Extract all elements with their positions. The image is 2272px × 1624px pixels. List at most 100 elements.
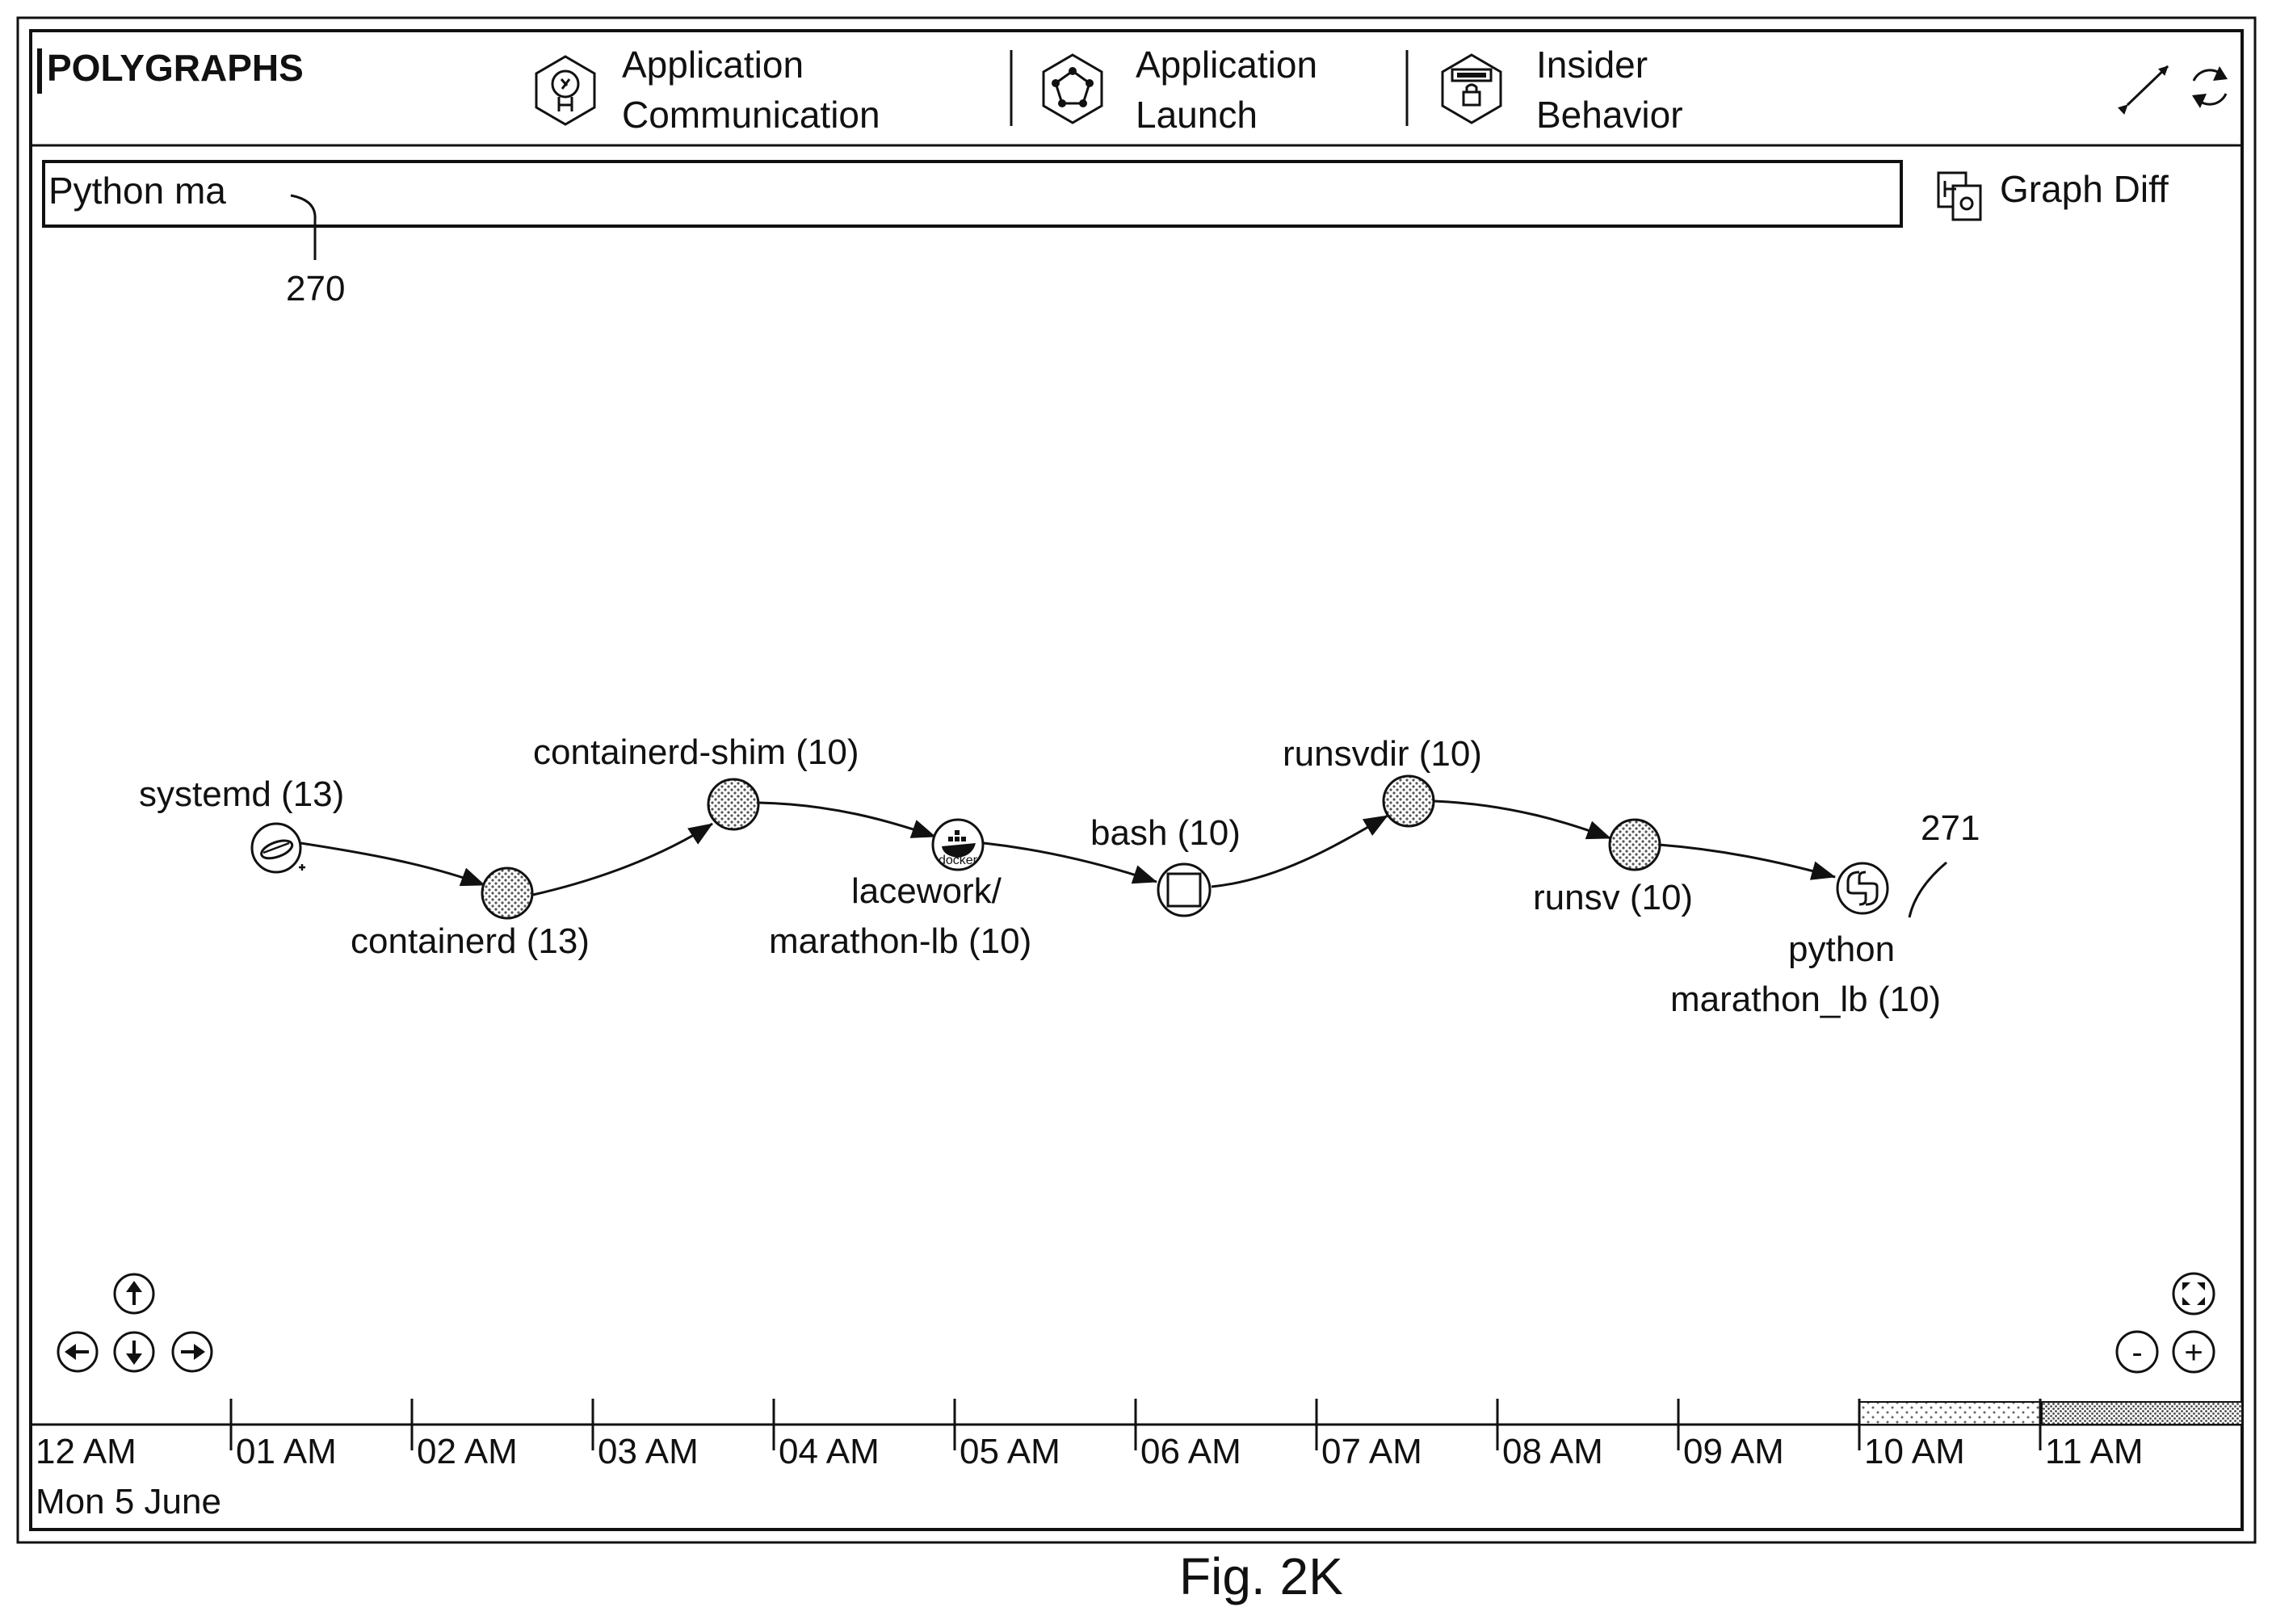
docker-icon: docker [931,818,985,871]
timeline-tick: 05 AM [953,1399,1060,1471]
tab-label-line1: Application [1136,44,1317,86]
node-containerd-shim[interactable]: containerd-shim (10) [533,732,859,831]
node-label-line2: marathon-lb (10) [769,921,1031,961]
python-icon [1836,862,1889,915]
timeline-tick-label: 02 AM [417,1432,518,1471]
ref-leader-270 [290,194,317,260]
zoom-out-glyph: - [2131,1335,2142,1370]
graph-diff-button[interactable]: Graph Diff [1937,168,2169,221]
timeline-tick: 09 AM [1677,1399,1784,1471]
refresh-icon[interactable] [2192,66,2228,108]
arrow-down-icon[interactable] [113,1331,155,1373]
timeline-tick: 07 AM [1315,1399,1422,1471]
edge-runsv-python [1658,843,1836,880]
edge-systemd-containerd [300,841,485,887]
edge-docker-bash [983,841,1157,884]
timeline-tick-label: 12 AM [36,1432,136,1471]
node-label-line2: marathon_lb (10) [1670,980,1941,1019]
process-node-circle [1382,774,1435,828]
node-runsv[interactable]: runsv (10) [1533,818,1693,917]
timeline-tick-label: 09 AM [1683,1432,1784,1471]
graph-diff-label: Graph Diff [2000,168,2169,210]
zoom-in-glyph: + [2184,1335,2203,1370]
pan-controls [57,1273,213,1373]
timeline-tick-label: 03 AM [598,1432,699,1471]
arrow-up-icon[interactable] [113,1273,155,1315]
outer-frame [16,16,2257,1544]
process-node-circle [481,867,534,920]
search-input-value: Python ma [48,170,226,212]
tab-label-line1: Insider [1536,44,1648,86]
figure-caption: Fig. 2K [1179,1547,1343,1605]
zoom-controls: - + [2115,1272,2215,1374]
timeline-tick-label: 01 AM [236,1432,337,1471]
timeline-tick: 10 AM [1858,1399,1965,1471]
timeline-tick: 06 AM [1134,1399,1241,1471]
node-label: runsvdir (10) [1283,734,1482,774]
tab-insider-behavior[interactable]: Insider Behavior [1441,44,1683,136]
ref-label-270: 270 [286,269,345,308]
docker-icon-text: docker [939,854,978,867]
timeline[interactable]: 12 AM 01 AM 02 AM 03 AM 04 AM 05 AM 06 AM 07 AM… [31,1399,2243,1521]
zoom-in-icon[interactable]: + [2172,1330,2215,1374]
node-label: systemd (13) [139,774,344,814]
edge-runsvdir-runsv [1434,799,1611,840]
arrow-left-icon[interactable] [57,1331,99,1373]
edge-containerd-containerd-shim [532,822,713,896]
timeline-tick-label: 10 AM [1864,1432,1965,1471]
timeline-tick: 08 AM [1496,1399,1603,1471]
tab-label-line2: Launch [1136,94,1258,136]
node-label-line1: lacework/ [851,871,1002,911]
window-frame [29,29,2244,1531]
arrow-right-icon[interactable] [171,1331,213,1373]
terminal-square-icon [1166,872,1202,908]
systemd-icon [250,822,305,874]
node-lacework-marathon-lb[interactable]: docker lacework/ marathon-lb (10) [769,818,1031,961]
timeline-tick: 02 AM [410,1399,518,1471]
app-communication-icon [535,55,596,126]
timeline-tick: 12 AM [36,1432,136,1471]
title-marker [37,48,42,94]
process-graph: systemd (13) containerd (13) containerd-… [139,732,1980,1019]
node-label: containerd (13) [351,921,590,961]
node-label-line1: python [1788,929,1895,969]
ref-leader-271 [1908,861,1947,918]
node-bash[interactable]: bash (10) [1090,813,1241,917]
edge-containerd-shim-docker [758,801,936,838]
graph-edges [300,799,1836,896]
node-runsvdir[interactable]: runsvdir (10) [1283,734,1482,828]
timeline-ticks: 12 AM 01 AM 02 AM 03 AM 04 AM 05 AM 06 AM 07 AM… [36,1399,2143,1471]
timeline-tick-label: 07 AM [1321,1432,1422,1471]
timeline-tick: 04 AM [772,1399,880,1471]
node-systemd[interactable]: systemd (13) [139,774,344,874]
timeline-selection-11am[interactable] [2041,1401,2243,1425]
node-label: runsv (10) [1533,878,1693,917]
search-input[interactable] [42,160,1903,228]
edge-bash-runsvdir [1211,814,1388,888]
timeline-tick-label: 11 AM [2045,1432,2143,1471]
insider-behavior-icon [1441,53,1502,124]
tab-label-line1: Application [622,44,804,86]
node-containerd[interactable]: containerd (13) [351,867,590,961]
node-label: bash (10) [1090,813,1241,853]
tab-label-line2: Behavior [1536,94,1683,136]
app-launch-icon [1042,53,1103,124]
timeline-tick-label: 08 AM [1502,1432,1603,1471]
ref-label-271: 271 [1921,808,1980,848]
tab-application-launch[interactable]: Application Launch [1042,44,1317,136]
zoom-out-icon[interactable]: - [2115,1330,2159,1374]
node-python-marathon-lb[interactable]: python marathon_lb (10) [1670,862,1941,1019]
header-bar: POLYGRAPHS Application Communication [31,44,2242,147]
tab-application-communication[interactable]: Application Communication [535,44,880,136]
timeline-tick-label: 04 AM [779,1432,880,1471]
timeline-selection-10am[interactable] [1858,1401,2043,1425]
timeline-date: Mon 5 June [36,1482,221,1521]
process-node-circle [1608,818,1661,871]
timeline-tick-label: 05 AM [960,1432,1060,1471]
timeline-tick: 11 AM [2039,1399,2143,1471]
fit-screen-icon[interactable] [2172,1272,2215,1316]
app-title: POLYGRAPHS [47,47,304,89]
graph-diff-icon [1937,171,1982,221]
expand-icon[interactable] [2117,65,2169,115]
